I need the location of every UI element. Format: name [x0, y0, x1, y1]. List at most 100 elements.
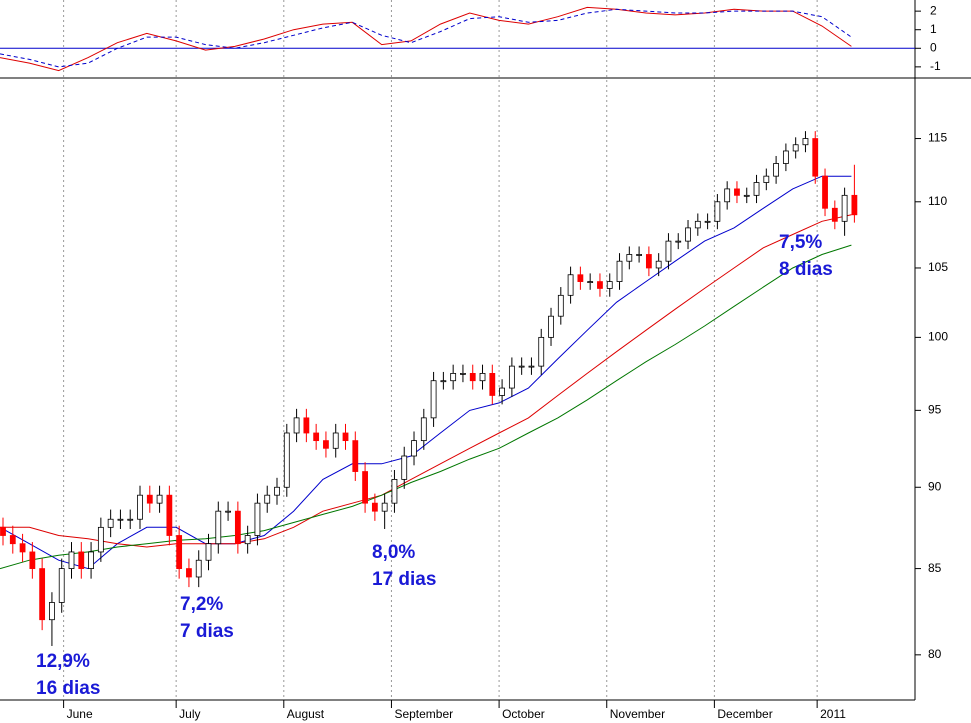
annotation: 8 dias	[779, 259, 833, 280]
candle-body	[342, 432, 349, 442]
candle-body	[362, 471, 368, 504]
candle-body	[548, 315, 554, 338]
candle-body	[195, 559, 202, 578]
candle-body	[685, 227, 691, 242]
candle-body	[29, 551, 36, 569]
candle-body	[636, 254, 642, 256]
candle-body	[303, 417, 310, 434]
candle-body	[782, 150, 789, 164]
candle-body	[166, 494, 173, 536]
candle-body	[792, 144, 799, 152]
y-tick-label: -1	[930, 59, 941, 73]
y-tick-label: 80	[928, 647, 942, 661]
candle-body	[293, 417, 300, 434]
candle-body	[773, 163, 780, 177]
candle-body	[665, 240, 672, 262]
candle-body	[127, 518, 134, 521]
moving-average	[0, 214, 852, 548]
candle-body	[411, 440, 417, 457]
candle-body	[9, 535, 16, 545]
candle-body	[88, 551, 94, 569]
candle-body	[753, 182, 760, 196]
candle-body	[675, 240, 682, 243]
candle-body	[734, 188, 740, 196]
x-tick-label: December	[717, 707, 772, 721]
candle-body	[264, 494, 271, 504]
candle-body	[234, 510, 241, 545]
candle-body	[812, 138, 819, 177]
candle-body	[508, 365, 515, 389]
candle-body	[528, 365, 535, 368]
candle-body	[577, 274, 584, 282]
candle-body	[704, 220, 711, 223]
annotation: 7,2%	[180, 594, 223, 615]
x-tick-label: August	[287, 707, 325, 721]
candle-body	[225, 510, 231, 513]
candle-body	[186, 568, 192, 578]
y-tick-label: 110	[928, 194, 947, 208]
y-tick-label: 85	[928, 561, 942, 575]
candle-body	[430, 380, 437, 419]
candle-body	[215, 510, 222, 545]
candle-body	[587, 281, 594, 283]
candle-body	[460, 372, 466, 375]
annotation: 7,5%	[779, 232, 822, 253]
y-tick-label: 90	[928, 479, 942, 493]
x-tick-label: September	[394, 707, 453, 721]
candle-body	[146, 494, 153, 504]
annotation: 16 dias	[36, 678, 100, 699]
candle-body	[557, 294, 564, 317]
y-tick-label: 1	[930, 22, 937, 36]
annotation: 12,9%	[36, 651, 90, 672]
candle-body	[313, 432, 320, 442]
annotation: 8,0%	[372, 542, 415, 563]
x-tick-label: 2011	[820, 707, 846, 721]
candle-body	[851, 194, 858, 216]
candle-body	[401, 455, 408, 480]
candle-body	[391, 478, 398, 504]
candle-body	[39, 568, 46, 621]
y-tick-label: 100	[928, 330, 948, 344]
candle-body	[841, 194, 848, 222]
candle-body	[19, 543, 26, 553]
moving-average	[0, 175, 852, 570]
candle-body	[743, 194, 750, 197]
y-tick-label: 95	[928, 403, 942, 417]
y-tick-label: 115	[928, 131, 947, 145]
candle-body	[763, 175, 770, 183]
candle-body	[244, 535, 251, 545]
x-tick-label: November	[610, 707, 665, 721]
candle-body	[352, 440, 359, 472]
candle-body	[479, 372, 486, 382]
candle-body	[117, 518, 124, 521]
candle-body	[831, 207, 838, 222]
candle-body	[254, 502, 261, 536]
candle-body	[450, 372, 457, 382]
annotation: 17 dias	[372, 569, 436, 590]
candle-body	[499, 387, 505, 396]
candle-body	[156, 494, 163, 504]
y-tick-label: 105	[928, 260, 948, 274]
candle-body	[440, 380, 447, 383]
y-tick-label: 0	[930, 40, 937, 54]
moving-average	[0, 244, 852, 570]
candle-body	[538, 336, 545, 367]
candle-body	[489, 372, 496, 396]
candle-body	[283, 432, 290, 488]
oscillator-line	[0, 8, 852, 68]
candle-body	[371, 502, 378, 512]
candle-body	[694, 220, 701, 229]
candle-body	[323, 440, 329, 449]
candle-body	[274, 486, 280, 496]
candle-body	[107, 518, 114, 528]
candle-body	[802, 138, 809, 146]
y-tick-label: 2	[930, 3, 937, 17]
candle-body	[469, 372, 476, 382]
candle-body	[68, 551, 75, 569]
candle-body	[567, 274, 574, 296]
candle-body	[381, 502, 388, 512]
candle-body	[49, 602, 55, 621]
x-tick-label: June	[67, 707, 93, 721]
